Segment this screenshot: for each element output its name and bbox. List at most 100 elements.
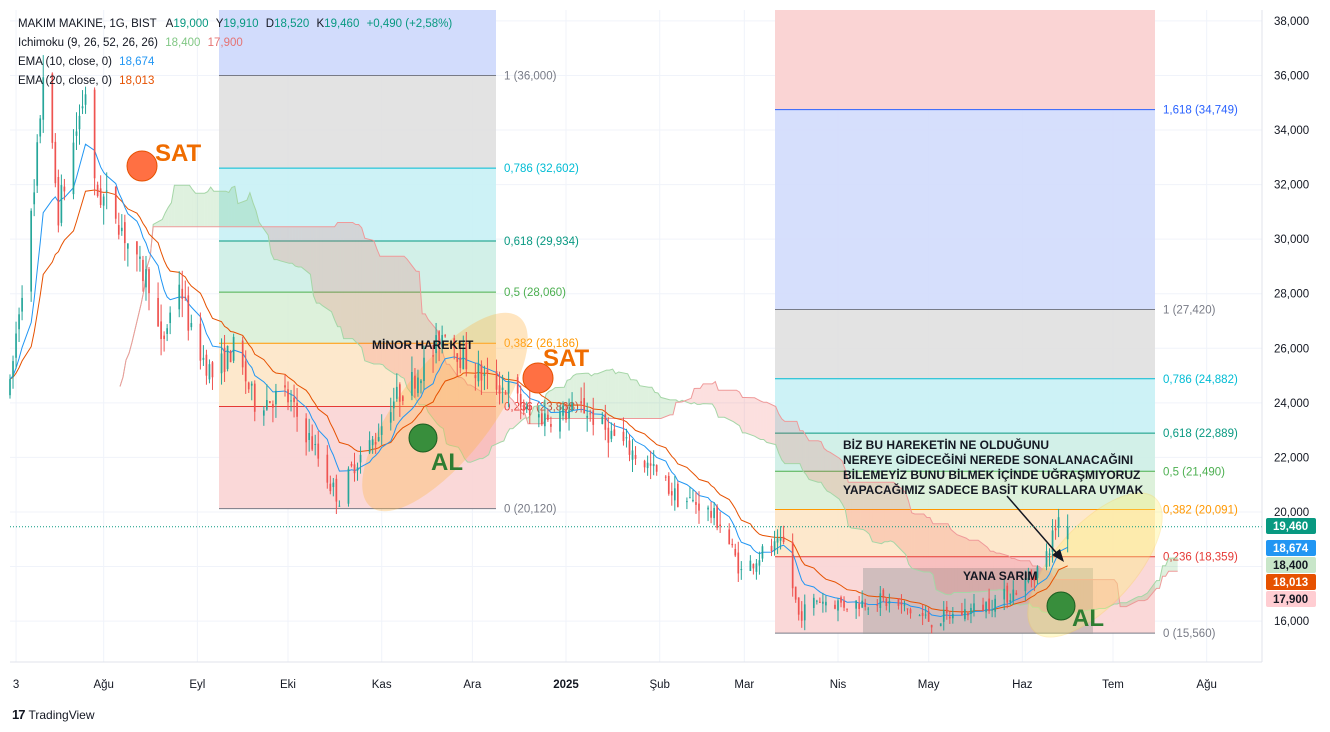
candle-body xyxy=(580,401,582,404)
cloud-segment xyxy=(407,259,417,400)
legend-ichimoku-row[interactable]: Ichimoku (9, 26, 52, 26, 26) 18,400 17,9… xyxy=(18,34,452,53)
cloud-segment xyxy=(866,482,870,535)
ohlc-high-label: Y xyxy=(215,18,224,30)
candle-body xyxy=(241,340,244,368)
cloud-segment xyxy=(337,222,341,327)
candle-body xyxy=(136,241,138,255)
candle-body xyxy=(501,387,504,391)
cloud-segment xyxy=(929,517,933,575)
cloud-segment xyxy=(648,387,652,419)
time-tick-label: May xyxy=(918,679,940,691)
cloud-segment xyxy=(923,513,927,572)
candle-body xyxy=(664,476,667,478)
cloud-segment xyxy=(373,240,377,365)
candle-body xyxy=(861,600,864,608)
candle-body xyxy=(909,609,912,614)
candle-body xyxy=(75,131,78,136)
price-tag-label: 17,900 xyxy=(1273,594,1308,606)
candle-body xyxy=(918,615,921,617)
cloud-segment xyxy=(890,482,894,543)
legend-ema20-row[interactable]: EMA (20, close, 0) 18,013 xyxy=(18,72,452,91)
cloud-segment xyxy=(1074,579,1078,613)
price-tick-label: 34,000 xyxy=(1274,125,1309,137)
candle-body xyxy=(592,410,595,425)
candle-body xyxy=(882,589,885,599)
cloud-segment xyxy=(781,418,785,464)
candle-body xyxy=(78,115,81,130)
buy-marker[interactable] xyxy=(408,423,438,453)
candle-body xyxy=(1012,589,1015,601)
cloud-segment xyxy=(881,482,885,544)
candle-body xyxy=(568,410,570,419)
sell-label: SAT xyxy=(155,140,202,167)
symbol-name[interactable]: MAKIM MAKINE, 1G, BIST xyxy=(18,18,157,30)
cloud-segment xyxy=(609,369,613,419)
candle-body xyxy=(1003,588,1006,600)
candle-body xyxy=(589,413,592,415)
candle-body xyxy=(329,483,332,492)
cloud-segment xyxy=(301,226,311,275)
candle-body xyxy=(123,222,126,244)
cloud-segment xyxy=(842,460,846,510)
legend-ema10-row[interactable]: EMA (10, close, 0) 18,674 xyxy=(18,53,452,72)
candle-body xyxy=(377,437,380,441)
cloud-segment xyxy=(319,226,323,306)
candle-body xyxy=(1054,528,1057,531)
candle-body xyxy=(15,333,17,358)
cloud-segment xyxy=(1156,580,1160,589)
tradingview-logo[interactable]: 17 TradingView xyxy=(12,707,95,722)
candle-body xyxy=(507,381,510,394)
ohlc-open: 19,000 xyxy=(173,18,209,30)
candle-body xyxy=(474,375,477,379)
candle-body xyxy=(356,467,359,471)
candle-body xyxy=(982,604,984,611)
candle-body xyxy=(562,405,564,416)
fib-zone xyxy=(219,343,496,407)
ohlc-close: 19,460 xyxy=(324,18,360,30)
cloud-segment xyxy=(280,226,290,264)
candle-body xyxy=(879,593,882,609)
candle-body xyxy=(1030,578,1033,580)
candle-body xyxy=(758,560,761,566)
cloud-segment xyxy=(718,390,722,418)
cloud-segment xyxy=(171,185,175,227)
candle-body xyxy=(667,475,670,494)
annotations[interactable]: SAT SAT AL AL MİNOR HAREKET YANA SARIM BİZ BU … xyxy=(10,140,1262,632)
candle-body xyxy=(269,401,271,404)
ohlc-low: 18,520 xyxy=(274,18,310,30)
highlight-ellipse-minor[interactable] xyxy=(335,289,555,535)
cloud-segment xyxy=(818,440,822,483)
sell-label: SAT xyxy=(543,345,590,372)
cloud-segment xyxy=(274,226,278,260)
buy-marker[interactable] xyxy=(1046,591,1076,621)
cloud-segment xyxy=(848,482,852,528)
price-tick-label: 26,000 xyxy=(1274,343,1309,355)
time-tick-label: 3 xyxy=(13,679,19,691)
cloud-segment xyxy=(954,532,958,593)
cloud-segment xyxy=(1144,593,1148,601)
sell-marker[interactable] xyxy=(522,362,554,394)
cloud-segment xyxy=(863,482,867,532)
candle-body xyxy=(942,610,945,622)
candle-body xyxy=(290,400,292,402)
candle-body xyxy=(102,196,105,206)
cloud-segment xyxy=(1096,579,1100,610)
cloud-segment xyxy=(996,553,1000,591)
candle-body xyxy=(205,354,208,376)
candle-body xyxy=(223,347,226,372)
cloud-segment xyxy=(630,379,634,419)
note-line: BİLEMEYİZ BUNU BİLMEK İÇİNDE UĞRAŞMIYORU… xyxy=(843,467,1140,482)
price-tag xyxy=(1266,591,1316,607)
ichimoku-value-b: 17,900 xyxy=(207,37,243,49)
time-tick-label: Ağu xyxy=(1196,679,1216,691)
candle-body xyxy=(498,385,501,394)
cloud-segment xyxy=(277,226,281,261)
fibonacci-retracements[interactable]: 1 (36,000) 0,786 (32,602) 0,618 (29,934) 0,… xyxy=(219,10,1238,640)
candle-body xyxy=(973,603,975,612)
candle-body xyxy=(652,464,655,467)
cloud-segment xyxy=(207,187,211,227)
sell-marker[interactable] xyxy=(126,150,158,182)
candle-body xyxy=(710,510,712,518)
candle-body xyxy=(287,389,289,403)
